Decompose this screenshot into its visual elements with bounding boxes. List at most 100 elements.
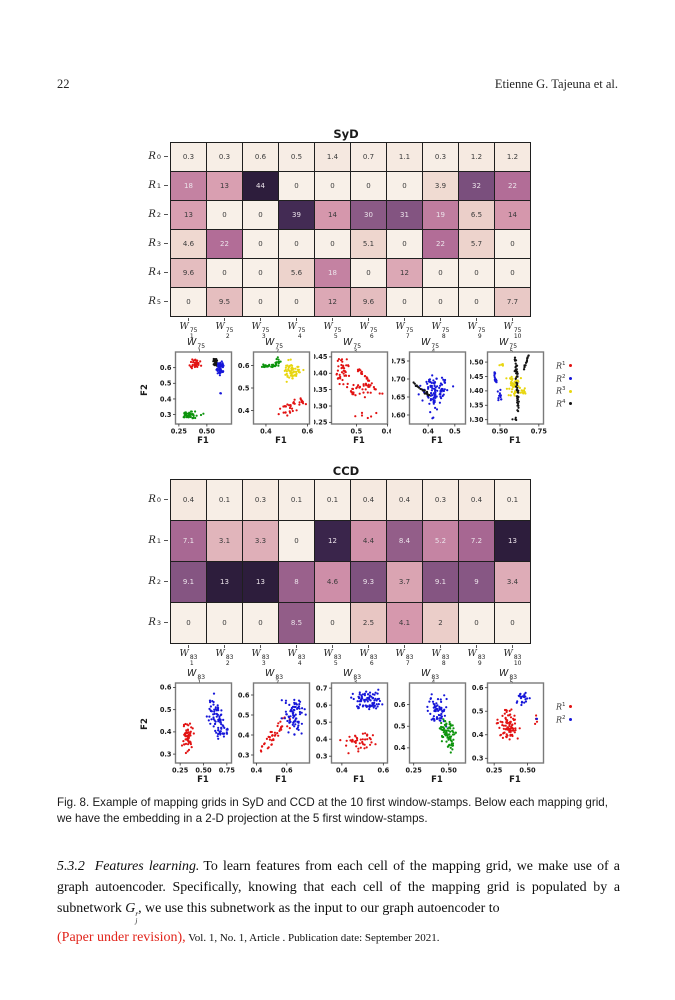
- page-number: 22: [57, 77, 70, 91]
- col-label-text: W 83 4: [287, 649, 306, 667]
- plot-ylabel: F2: [139, 384, 150, 396]
- heatmap-cell: 0: [387, 172, 422, 200]
- heatmap-cell: 5.6: [279, 259, 314, 287]
- heatmap-cell: 6.5: [459, 201, 494, 229]
- col-tick: [368, 645, 369, 648]
- svg-text:0.4: 0.4: [238, 407, 250, 415]
- heatmap-col-label: W 75 1: [171, 318, 206, 339]
- heatmap-cell: 0: [243, 603, 278, 643]
- legend-entry: R1: [556, 361, 572, 371]
- heatmap-cell: 0.3: [207, 143, 242, 171]
- heatmap-cell: 1.4: [315, 143, 350, 171]
- svg-text:0.6: 0.6: [394, 701, 406, 709]
- col-tick: [440, 318, 441, 321]
- heatmap-cell: 2: [423, 603, 458, 643]
- svg-text:0.75: 0.75: [531, 428, 547, 436]
- heatmap-cell: 1.1: [387, 143, 422, 171]
- svg-text:0.6: 0.6: [281, 767, 293, 775]
- revision-note: (Paper under revision),: [57, 930, 186, 945]
- heatmap-cell: 9: [459, 562, 494, 602]
- col-label-indices: 83 10: [513, 654, 522, 667]
- heatmap-cell: 0: [351, 172, 386, 200]
- section-heading: Features learning.: [94, 859, 200, 874]
- svg-text:0.30: 0.30: [314, 402, 328, 410]
- plot-xlabel: F1: [509, 775, 521, 785]
- heatmap-col-label: W 83 5: [315, 645, 350, 666]
- heatmap-cell: 13: [207, 172, 242, 200]
- body-text-after: , we use this subnetwork as the input to…: [138, 900, 500, 916]
- heatmap-cell: 3.1: [207, 521, 242, 561]
- heatmap-cell: 0: [279, 230, 314, 258]
- ccd-scatter-canvas-5: 0.25 0.50 0.3 0.4 0.5 0.6: [472, 682, 545, 775]
- heatmap-cell: 1.2: [495, 143, 530, 171]
- heatmap-cell: 8: [279, 562, 314, 602]
- body-text-before: To learn features from each cell of the …: [57, 859, 620, 916]
- page-header: 22 Etienne G. Tajeuna et al.: [57, 77, 618, 92]
- heatmap-cell: 12: [315, 288, 350, 316]
- ccd-heatmap: R 0 R 1 R 2 R 3 0.4 0.1 0.3 0.1 0.1 0.4 0.4 0.3 0.4 0.1 7.…: [148, 479, 531, 666]
- ccd-scatter-canvas-1: 0.25 0.50 0.75 0.3 0.4 0.5 0.6: [160, 682, 235, 775]
- legend-entry: R1: [556, 702, 572, 712]
- heatmap-cell: 22: [207, 230, 242, 258]
- legend-label: R2: [556, 373, 566, 384]
- svg-text:0.5: 0.5: [238, 384, 250, 392]
- heatmap-cell: 9.6: [171, 259, 206, 287]
- heatmap-cell: 0: [207, 201, 242, 229]
- col-label-indices: 83 9: [477, 654, 486, 667]
- syd-title: SyD: [333, 127, 359, 141]
- heatmap-cell: 14: [315, 201, 350, 229]
- svg-text:0.3: 0.3: [160, 411, 172, 419]
- heatmap-col-label: W 83 3: [243, 645, 278, 666]
- col-label-text: W 83 5: [323, 649, 342, 667]
- svg-text:0.45: 0.45: [314, 353, 328, 361]
- heatmap-cell: 0: [315, 230, 350, 258]
- heatmap-cell: 0: [243, 201, 278, 229]
- syd-scatter-canvas-4: 0.4 0.5 0.60 0.65 0.70 0.75: [392, 351, 467, 436]
- heatmap-cell: 0: [315, 603, 350, 643]
- heatmap-cell: 5.2: [423, 521, 458, 561]
- ccd-scatter-row: W8310.250.500.750.30.40.50.6F1F2W8320.40…: [140, 668, 572, 785]
- heatmap-cell: 0: [423, 259, 458, 287]
- heatmap-cell: 12: [387, 259, 422, 287]
- svg-text:0.50: 0.50: [195, 767, 212, 775]
- heatmap-cell: 2.5: [351, 603, 386, 643]
- heatmap-cell: 4.1: [387, 603, 422, 643]
- heatmap-cell: 7.2: [459, 521, 494, 561]
- heatmap-grid: 0.4 0.1 0.3 0.1 0.1 0.4 0.4 0.3 0.4 0.1 7.1 3.1 3.3 0…: [170, 479, 531, 644]
- ccd-scatter-canvas-4: 0.25 0.50 0.4 0.5 0.6: [394, 682, 467, 775]
- svg-text:0.5: 0.5: [238, 711, 250, 719]
- heatmap-cell: 0.1: [495, 480, 530, 520]
- heatmap-cell: 9.1: [171, 562, 206, 602]
- syd-scatter-canvas-5: 0.50 0.75 0.30 0.35 0.40 0.45 0.50: [470, 351, 547, 436]
- heatmap-cell: 5.7: [459, 230, 494, 258]
- ccd-scatter-canvas-2: 0.4 0.60.30.40.50.6: [238, 682, 311, 775]
- syd-scatter-canvas-2: 0.4 0.6 0.4 0.5 0.6: [238, 351, 313, 436]
- running-authors: Etienne G. Tajeuna et al.: [494, 77, 618, 91]
- heatmap-cell: 3.9: [423, 172, 458, 200]
- plot-xlabel: F1: [275, 775, 287, 785]
- svg-text:0.75: 0.75: [392, 357, 406, 365]
- svg-text:0.4: 0.4: [238, 731, 250, 739]
- heatmap-col-label: W 83 2: [207, 645, 242, 666]
- heatmap-cell: 0: [279, 521, 314, 561]
- heatmap-cell: 0.1: [315, 480, 350, 520]
- svg-text:0.6: 0.6: [238, 691, 250, 699]
- svg-text:0.4: 0.4: [260, 428, 272, 436]
- heatmap-col-labels: W 83 1 W 83 2 W 83 3 W 83 4 W 83 5 W 83 6 W 83 7 W 83 8 W 83 9 W 83 1…: [171, 645, 531, 666]
- heatmap-cell: 19: [423, 201, 458, 229]
- heatmap-cell: 44: [243, 172, 278, 200]
- body-paragraph: 5.3.2 Features learning. To learn features…: [57, 857, 620, 925]
- col-label-indices: 75 4: [297, 327, 306, 340]
- row-tick: [164, 214, 168, 215]
- col-label-indices: 83 7: [405, 654, 414, 667]
- col-label-indices: 83 8: [441, 654, 450, 667]
- col-label-text: W 83 1: [179, 649, 198, 667]
- svg-text:0.3: 0.3: [160, 750, 172, 758]
- row-tick: [164, 540, 168, 541]
- svg-text:0.30: 0.30: [470, 416, 484, 424]
- svg-text:0.70: 0.70: [392, 375, 406, 383]
